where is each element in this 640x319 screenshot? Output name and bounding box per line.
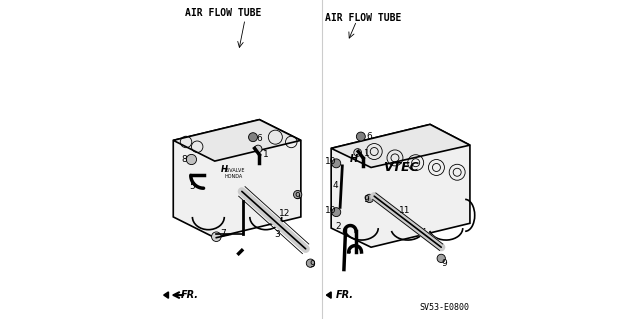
- Text: 12: 12: [279, 209, 291, 218]
- Polygon shape: [164, 292, 168, 298]
- Text: 11: 11: [399, 206, 410, 215]
- Polygon shape: [173, 120, 301, 161]
- Text: AIR FLOW TUBE: AIR FLOW TUBE: [325, 12, 401, 23]
- Text: 7: 7: [220, 229, 225, 238]
- Text: 16VALVE
HONDA: 16VALVE HONDA: [223, 168, 244, 179]
- Text: H: H: [221, 165, 228, 174]
- Text: AIR FLOW TUBE: AIR FLOW TUBE: [184, 8, 261, 18]
- Text: 4: 4: [332, 181, 338, 189]
- Text: 9: 9: [441, 259, 447, 268]
- Text: 10: 10: [325, 157, 337, 166]
- Circle shape: [254, 145, 262, 153]
- Circle shape: [186, 154, 196, 165]
- Circle shape: [307, 259, 315, 267]
- Circle shape: [365, 194, 374, 203]
- Circle shape: [294, 190, 302, 199]
- Text: 1: 1: [364, 149, 370, 158]
- Text: 3: 3: [274, 230, 280, 239]
- Text: 6: 6: [257, 134, 262, 143]
- Polygon shape: [331, 124, 470, 167]
- Polygon shape: [326, 292, 331, 298]
- Circle shape: [212, 232, 221, 241]
- Text: H: H: [349, 154, 358, 165]
- Text: VTEC: VTEC: [383, 161, 419, 174]
- Text: 5: 5: [189, 182, 195, 191]
- Text: 9: 9: [309, 260, 315, 269]
- Text: FR.: FR.: [181, 290, 199, 300]
- Circle shape: [356, 132, 365, 141]
- Polygon shape: [331, 124, 470, 247]
- Text: 2: 2: [335, 222, 340, 231]
- Text: 9: 9: [364, 195, 369, 204]
- Text: 9: 9: [295, 192, 301, 201]
- Circle shape: [332, 208, 340, 217]
- Circle shape: [354, 149, 362, 156]
- Circle shape: [437, 254, 445, 263]
- Polygon shape: [173, 120, 301, 238]
- Text: 6: 6: [367, 132, 372, 141]
- Text: FR.: FR.: [335, 290, 353, 300]
- Text: 1: 1: [263, 150, 269, 159]
- Text: 10: 10: [325, 206, 337, 215]
- Text: 8: 8: [181, 155, 187, 164]
- Text: SV53-E0800: SV53-E0800: [419, 303, 469, 312]
- Circle shape: [332, 159, 340, 168]
- Circle shape: [248, 133, 257, 142]
